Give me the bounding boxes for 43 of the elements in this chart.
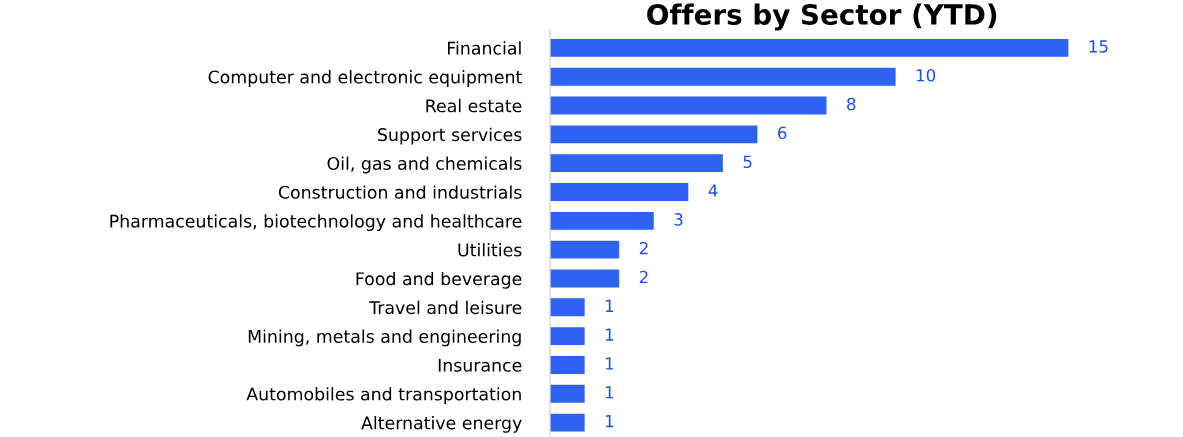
bar bbox=[550, 67, 896, 86]
bar bbox=[550, 356, 585, 374]
data-label: 1 bbox=[605, 357, 614, 370]
data-label: 4 bbox=[708, 184, 718, 197]
data-label: 1 bbox=[605, 386, 614, 399]
data-label: 6 bbox=[778, 126, 787, 140]
y-tick-label: Construction and industrials bbox=[278, 185, 522, 199]
data-label: 2 bbox=[639, 241, 648, 255]
bar bbox=[550, 298, 585, 317]
y-tick-label: Insurance bbox=[438, 358, 522, 372]
data-label: 1 bbox=[605, 415, 614, 428]
bar bbox=[550, 211, 654, 230]
y-tick-label: Alternative energy bbox=[361, 415, 522, 433]
bar bbox=[550, 96, 827, 115]
y-tick-label: Mining, metals and engineering bbox=[248, 329, 521, 347]
data-label: 8 bbox=[847, 97, 856, 111]
bar bbox=[550, 125, 758, 144]
data-label: 1 bbox=[605, 299, 614, 312]
bar bbox=[550, 154, 723, 173]
bar bbox=[550, 384, 585, 403]
y-tick-label: Real estate bbox=[426, 98, 522, 113]
data-label: 10 bbox=[916, 68, 936, 82]
y-tick-label: Utilities bbox=[458, 243, 522, 257]
bar bbox=[550, 38, 1069, 57]
chart-title: Offers by Sector (YTD) bbox=[647, 3, 997, 31]
data-label: 5 bbox=[743, 155, 752, 169]
bar bbox=[550, 240, 620, 259]
data-label: 1 bbox=[605, 328, 614, 341]
bar bbox=[550, 269, 620, 288]
y-tick-label: Financial bbox=[448, 41, 521, 55]
y-tick-label: Food and beverage bbox=[356, 271, 522, 289]
y-tick-label: Travel and leisure bbox=[369, 300, 522, 315]
bar bbox=[550, 413, 585, 432]
bar bbox=[550, 327, 585, 346]
y-tick-label: Oil, gas and chemicals bbox=[327, 156, 522, 174]
y-tick-label: Pharmaceuticals, biotechnology and healthcare bbox=[110, 214, 522, 232]
y-tick-label: Automobiles and transportation bbox=[246, 387, 521, 404]
y-tick-label: Computer and electronic equipment bbox=[208, 70, 522, 87]
data-label: 3 bbox=[674, 213, 683, 226]
y-tick-label: Support services bbox=[378, 127, 522, 145]
data-label: 15 bbox=[1089, 40, 1108, 53]
bar bbox=[550, 183, 689, 201]
data-label: 2 bbox=[639, 270, 648, 284]
